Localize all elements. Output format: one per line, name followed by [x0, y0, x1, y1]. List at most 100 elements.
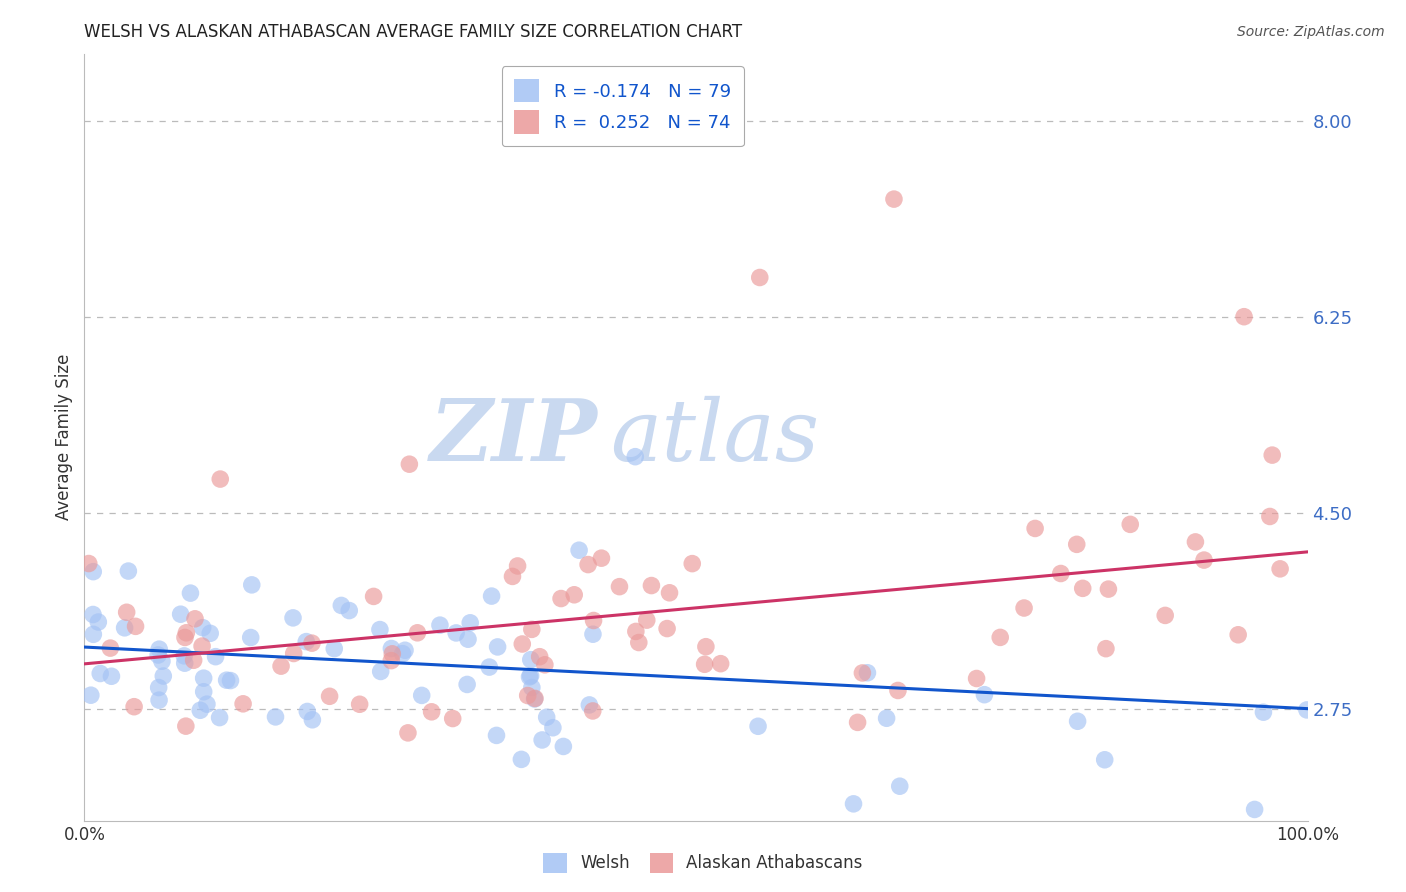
Point	[411, 689, 433, 703]
Point	[550, 591, 572, 606]
Point	[1243, 802, 1265, 816]
Text: Source: ZipAtlas.com: Source: ZipAtlas.com	[1237, 25, 1385, 39]
Point	[524, 691, 547, 706]
Point	[191, 639, 214, 653]
Point	[169, 607, 191, 622]
Point	[232, 697, 254, 711]
Point	[609, 580, 631, 594]
Point	[856, 665, 879, 680]
Point	[1233, 310, 1256, 324]
Point	[406, 625, 429, 640]
Point	[519, 670, 541, 684]
Point	[148, 693, 170, 707]
Point	[695, 640, 717, 654]
Point	[1154, 608, 1177, 623]
Point	[747, 719, 769, 733]
Point	[100, 669, 122, 683]
Y-axis label: Average Family Size: Average Family Size	[55, 354, 73, 520]
Text: WELSH VS ALASKAN ATHABASCAN AVERAGE FAMILY SIZE CORRELATION CHART: WELSH VS ALASKAN ATHABASCAN AVERAGE FAMI…	[84, 23, 742, 41]
Legend: R = -0.174   N = 79, R =  0.252   N = 74: R = -0.174 N = 79, R = 0.252 N = 74	[502, 66, 744, 146]
Point	[429, 618, 451, 632]
Point	[209, 472, 232, 486]
Point	[77, 557, 100, 571]
Point	[184, 612, 207, 626]
Point	[82, 627, 104, 641]
Point	[380, 654, 402, 668]
Point	[693, 657, 716, 672]
Text: atlas: atlas	[610, 396, 820, 478]
Point	[204, 649, 226, 664]
Point	[337, 603, 360, 617]
Point	[239, 631, 262, 645]
Point	[1261, 448, 1284, 462]
Point	[444, 626, 467, 640]
Point	[89, 666, 111, 681]
Point	[458, 615, 481, 630]
Point	[1071, 582, 1094, 596]
Point	[510, 752, 533, 766]
Point	[264, 710, 287, 724]
Point	[297, 705, 319, 719]
Point	[148, 642, 170, 657]
Point	[520, 653, 543, 667]
Point	[520, 681, 543, 695]
Point	[1095, 641, 1118, 656]
Point	[122, 699, 145, 714]
Point	[394, 643, 416, 657]
Point	[396, 726, 419, 740]
Point	[582, 614, 605, 628]
Point	[582, 704, 605, 718]
Point	[1296, 703, 1319, 717]
Point	[562, 588, 585, 602]
Point	[240, 578, 263, 592]
Point	[1066, 537, 1088, 551]
Point	[146, 648, 169, 662]
Point	[516, 689, 538, 703]
Point	[301, 636, 323, 650]
Point	[591, 551, 613, 566]
Point	[478, 660, 501, 674]
Point	[174, 631, 197, 645]
Point	[301, 713, 323, 727]
Point	[1184, 535, 1206, 549]
Point	[568, 543, 591, 558]
Point	[973, 688, 995, 702]
Point	[219, 673, 242, 688]
Point	[193, 684, 215, 698]
Point	[176, 625, 198, 640]
Point	[98, 641, 121, 656]
Point	[1024, 521, 1046, 535]
Point	[330, 599, 353, 613]
Point	[624, 624, 647, 639]
Point	[82, 607, 104, 622]
Point	[208, 710, 231, 724]
Point	[748, 270, 770, 285]
Point	[124, 619, 146, 633]
Point	[87, 615, 110, 629]
Point	[1192, 553, 1215, 567]
Point	[529, 649, 551, 664]
Point	[195, 697, 218, 711]
Point	[1268, 562, 1291, 576]
Point	[323, 641, 346, 656]
Point	[842, 797, 865, 811]
Point	[148, 681, 170, 695]
Point	[456, 677, 478, 691]
Point	[846, 715, 869, 730]
Point	[381, 647, 404, 661]
Point	[510, 637, 533, 651]
Point	[486, 640, 509, 654]
Point	[368, 623, 391, 637]
Point	[636, 613, 658, 627]
Point	[318, 690, 340, 704]
Point	[391, 647, 413, 661]
Point	[1227, 628, 1250, 642]
Point	[851, 665, 873, 680]
Point	[270, 659, 292, 673]
Point	[658, 586, 681, 600]
Point	[1253, 705, 1275, 719]
Point	[1012, 601, 1035, 615]
Point	[655, 622, 678, 636]
Point	[1094, 753, 1116, 767]
Point	[501, 569, 523, 583]
